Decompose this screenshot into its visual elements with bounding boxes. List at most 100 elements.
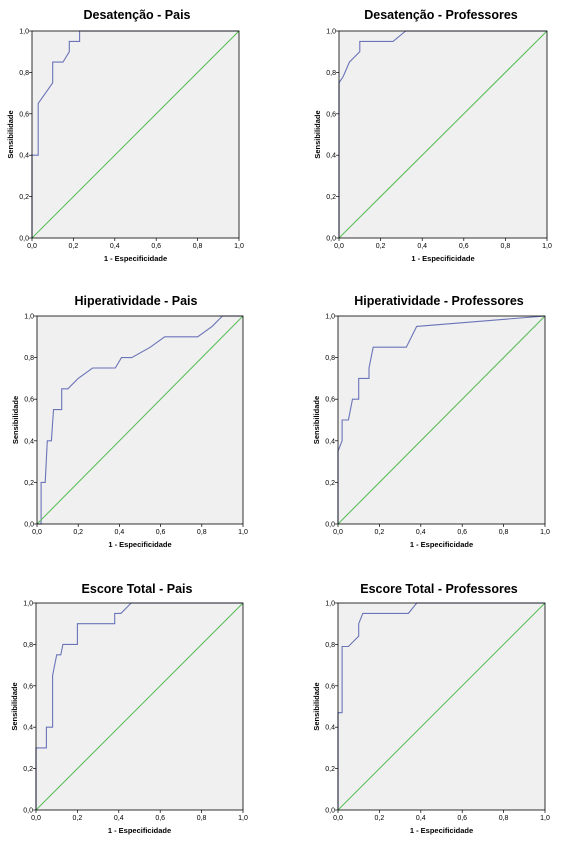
y-tick-label: 0,8 [326, 70, 336, 77]
x-tick-label: 0,8 [499, 815, 509, 822]
y-tick-label: 0,8 [325, 355, 335, 362]
chart-title: Hiperatividade - Pais [75, 294, 198, 308]
x-tick-label: 0,6 [457, 815, 467, 822]
x-tick-label: 0,8 [501, 243, 511, 250]
y-tick-label: 1,0 [19, 29, 29, 36]
roc-curve-line [338, 30, 547, 238]
y-tick-label: 0,4 [19, 153, 29, 160]
x-tick-label: 0,6 [457, 529, 467, 536]
roc-chart-desatencao-pais: Desatenção - Pais 0,0 0,2 0,4 0,6 0,8 1,0 0,0 0,… [0, 0, 289, 272]
y-tick-label: 0,4 [325, 438, 335, 445]
y-tick-label: 0,0 [24, 522, 34, 529]
y-tick-label: 1,0 [326, 29, 336, 36]
x-tick-label: 0,4 [110, 243, 120, 250]
chart-svg: Escore Total - Professores 0,0 0,2 0,4 0,6 0,… [312, 582, 550, 835]
roc-curve-line [31, 30, 239, 238]
y-tick-label: 0,8 [24, 355, 34, 362]
roc-chart-desatencao-professores: Desatenção - Professores 0,0 0,2 0,4 0,6 0,8 1… [289, 0, 578, 272]
x-tick-label: 0,8 [197, 529, 207, 536]
y-axis-label: Sensibilidade [312, 682, 321, 730]
x-tick-label: 0,4 [416, 529, 426, 536]
y-tick-label: 0,4 [325, 725, 335, 732]
x-tick-label: 0,4 [417, 243, 427, 250]
chart-svg: Desatenção - Pais 0,0 0,2 0,4 0,6 0,8 1,0 0,0 0,… [6, 8, 244, 263]
chart-title: Desatenção - Professores [364, 8, 518, 22]
x-tick-label: 0,2 [376, 243, 386, 250]
plot-frame [31, 30, 240, 239]
x-tick-label: 1,0 [238, 529, 248, 536]
y-tick-label: 1,0 [23, 601, 33, 608]
x-tick-label: 0,6 [459, 243, 469, 250]
chart-svg: Escore Total - Pais 0,0 0,2 0,4 0,6 0,8 1,0 0,0… [10, 582, 248, 835]
plot-frame [36, 315, 244, 525]
y-tick-label: 0,0 [23, 808, 33, 815]
roc-chart-hiperatividade-pais: Hiperatividade - Pais 0,0 0,2 0,4 0,6 0,8 1,0 0… [0, 286, 289, 558]
chart-title: Escore Total - Professores [360, 582, 518, 596]
y-tick-label: 1,0 [325, 601, 335, 608]
chart-title: Escore Total - Pais [82, 582, 193, 596]
y-tick-label: 0,0 [19, 236, 29, 243]
x-tick-label: 0,4 [416, 815, 426, 822]
y-tick-label: 1,0 [24, 314, 34, 321]
plot-frame [35, 602, 244, 811]
reference-diagonal-line [31, 30, 240, 239]
y-tick-label: 0,8 [19, 70, 29, 77]
y-tick-label: 0,2 [325, 480, 335, 487]
x-tick-label: 1,0 [542, 243, 552, 250]
x-tick-label: 0,6 [156, 529, 166, 536]
y-tick-label: 0,8 [325, 642, 335, 649]
x-tick-label: 0,0 [334, 243, 344, 250]
y-tick-label: 1,0 [325, 314, 335, 321]
x-tick-label: 0,0 [27, 243, 37, 250]
roc-chart-escore-total-pais: Escore Total - Pais 0,0 0,2 0,4 0,6 0,8 1,0 0,0… [0, 574, 289, 842]
x-tick-label: 0,0 [32, 529, 42, 536]
reference-diagonal-line [338, 30, 548, 239]
roc-chart-hiperatividade-professores: Hiperatividade - Professores 0,0 0,2 0,4 0,6… [289, 286, 578, 558]
x-axis-label: 1 - Especificidade [411, 254, 474, 263]
x-axis-label: 1 - Especificidade [410, 826, 473, 835]
x-tick-label: 0,0 [333, 815, 343, 822]
y-axis-label: Sensibilidade [6, 110, 15, 158]
roc-curve-line [37, 315, 243, 525]
y-tick-label: 0,0 [326, 236, 336, 243]
x-tick-label: 0,6 [155, 815, 165, 822]
y-tick-label: 0,4 [326, 153, 336, 160]
x-tick-label: 0,8 [193, 243, 203, 250]
y-tick-label: 0,6 [19, 111, 29, 118]
reference-diagonal-line [35, 602, 244, 811]
y-tick-label: 0,2 [326, 194, 336, 201]
roc-curve-line [35, 602, 243, 810]
x-tick-label: 0,2 [69, 243, 79, 250]
x-tick-label: 0,2 [73, 529, 83, 536]
x-tick-label: 0,2 [375, 815, 385, 822]
y-axis-label: Sensibilidade [11, 396, 20, 444]
y-tick-label: 0,8 [23, 642, 33, 649]
reference-diagonal-line [36, 315, 244, 525]
reference-diagonal-line [337, 315, 546, 525]
roc-curve-line [337, 602, 545, 810]
reference-diagonal-line [337, 602, 546, 811]
y-tick-label: 0,2 [325, 766, 335, 773]
x-tick-label: 0,4 [115, 529, 125, 536]
x-tick-label: 1,0 [234, 243, 244, 250]
y-tick-label: 0,2 [19, 194, 29, 201]
x-tick-label: 0,8 [197, 815, 207, 822]
y-tick-label: 0,6 [325, 683, 335, 690]
x-tick-label: 0,0 [333, 529, 343, 536]
y-tick-label: 0,0 [325, 522, 335, 529]
plot-frame [337, 315, 546, 525]
chart-title: Desatenção - Pais [84, 8, 191, 22]
x-tick-label: 0,0 [31, 815, 41, 822]
x-tick-label: 1,0 [540, 529, 550, 536]
chart-svg: Desatenção - Professores 0,0 0,2 0,4 0,6 0,8 1… [313, 8, 552, 263]
y-tick-label: 0,6 [325, 397, 335, 404]
x-tick-label: 0,4 [114, 815, 124, 822]
y-tick-label: 0,6 [23, 683, 33, 690]
x-tick-label: 0,2 [375, 529, 385, 536]
y-tick-label: 0,6 [326, 111, 336, 118]
x-tick-label: 1,0 [540, 815, 550, 822]
y-tick-label: 0,2 [24, 480, 34, 487]
x-tick-label: 0,2 [73, 815, 83, 822]
x-tick-label: 1,0 [238, 815, 248, 822]
x-tick-label: 0,6 [151, 243, 161, 250]
